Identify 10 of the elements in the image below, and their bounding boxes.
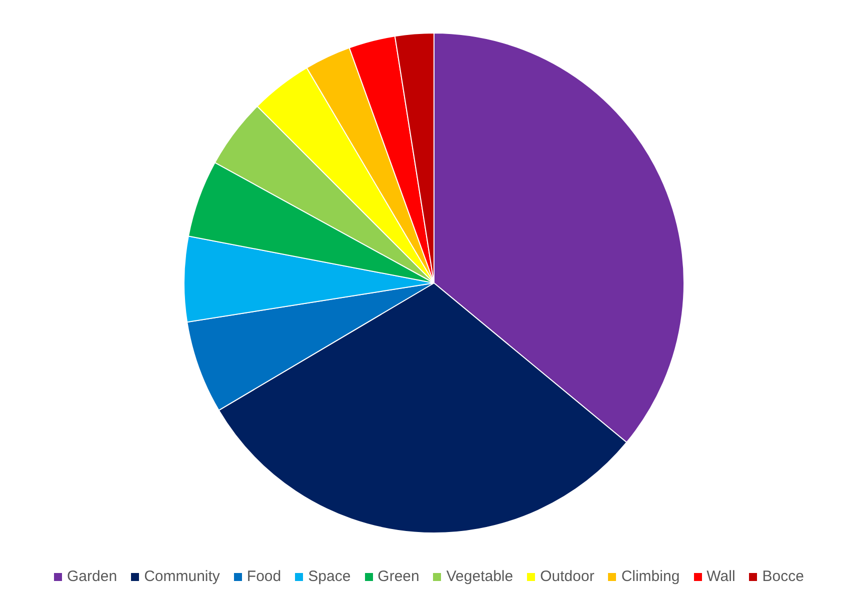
legend-label: Community xyxy=(144,568,220,585)
legend-label: Wall xyxy=(706,568,736,585)
legend-label: Space xyxy=(308,568,351,585)
legend-label: Climbing xyxy=(621,568,680,585)
legend-label: Outdoor xyxy=(540,568,594,585)
legend-label: Vegetable xyxy=(446,568,514,585)
legend-label: Food xyxy=(246,568,282,585)
legend-label: Garden xyxy=(67,568,118,585)
legend-label: Green xyxy=(378,568,420,585)
legend-label: Bocce xyxy=(762,568,804,585)
